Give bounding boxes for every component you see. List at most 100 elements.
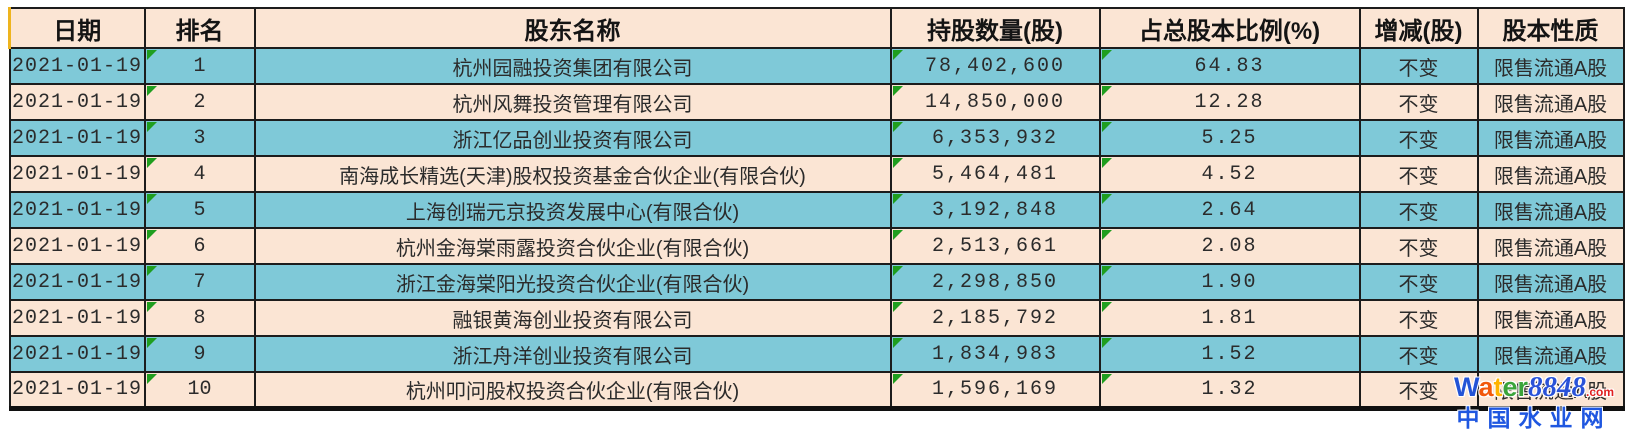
change-cell: 不变 [1358, 371, 1479, 411]
table-row: 2021-01-19 6 杭州金海棠雨露投资合伙企业(有限合伙) 2,513,6… [8, 227, 1625, 265]
date-cell: 2021-01-19 [8, 371, 146, 411]
rank-value: 4 [193, 162, 206, 186]
name-cell: 融银黄海创业投资有限公司 [253, 299, 892, 337]
change-cell: 不变 [1358, 155, 1479, 193]
green-triangle-icon [1101, 86, 1112, 96]
change-cell: 不变 [1358, 299, 1479, 337]
date-cell: 2021-01-19 [8, 191, 146, 229]
rank-cell: 2 [143, 83, 256, 121]
table-row: 2021-01-19 4 南海成长精选(天津)股权投资基金合伙企业(有限合伙) … [8, 155, 1625, 193]
green-triangle-icon [892, 158, 903, 168]
nature-cell: 限售流通A股 [1476, 119, 1625, 157]
percent-value: 2.64 [1201, 198, 1258, 222]
rank-cell: 6 [143, 227, 256, 265]
change-cell: 不变 [1358, 335, 1479, 373]
column-header-rank: 排名 [143, 7, 256, 49]
table-row: 2021-01-19 3 浙江亿品创业投资有限公司 6,353,932 5.25… [8, 119, 1625, 157]
table-row: 2021-01-19 9 浙江舟洋创业投资有限公司 1,834,983 1.52… [8, 335, 1625, 373]
shares-cell: 14,850,000 [889, 83, 1101, 121]
percent-cell: 1.81 [1098, 299, 1361, 337]
shares-value: 5,464,481 [931, 162, 1059, 186]
percent-cell: 2.64 [1098, 191, 1361, 229]
green-triangle-icon [146, 230, 157, 240]
nature-cell: 限售流通A股 [1476, 47, 1625, 85]
date-cell: 2021-01-19 [8, 227, 146, 265]
change-cell: 不变 [1358, 83, 1479, 121]
shares-value: 2,513,661 [931, 234, 1059, 258]
shares-value: 2,185,792 [931, 306, 1059, 330]
shares-cell: 2,298,850 [889, 263, 1101, 301]
green-triangle-icon [1101, 122, 1112, 132]
name-cell: 杭州叩问股权投资合伙企业(有限合伙) [253, 371, 892, 411]
percent-cell: 1.90 [1098, 263, 1361, 301]
rank-cell: 1 [143, 47, 256, 85]
percent-value: 12.28 [1194, 90, 1265, 114]
table-header: 日期 排名 股东名称 持股数量(股) 占总股本比例(%) 增减(股) 股本性质 [8, 7, 1625, 49]
name-cell: 上海创瑞元京投资发展中心(有限合伙) [253, 191, 892, 229]
column-header-nature: 股本性质 [1476, 7, 1625, 49]
green-triangle-icon [1101, 338, 1112, 348]
nature-cell: 限售流通A股 [1476, 371, 1625, 411]
green-triangle-icon [892, 338, 903, 348]
green-triangle-icon [1101, 50, 1112, 60]
column-header-date: 日期 [8, 7, 146, 49]
rank-cell: 8 [143, 299, 256, 337]
shares-cell: 2,185,792 [889, 299, 1101, 337]
rank-value: 1 [193, 54, 206, 78]
green-triangle-icon [1101, 302, 1112, 312]
date-cell: 2021-01-19 [8, 83, 146, 121]
name-cell: 杭州金海棠雨露投资合伙企业(有限合伙) [253, 227, 892, 265]
name-cell: 杭州风舞投资管理有限公司 [253, 83, 892, 121]
green-triangle-icon [146, 158, 157, 168]
shares-cell: 6,353,932 [889, 119, 1101, 157]
nature-cell: 限售流通A股 [1476, 155, 1625, 193]
shares-value: 6,353,932 [931, 126, 1059, 150]
rank-value: 10 [187, 377, 212, 401]
date-cell: 2021-01-19 [8, 263, 146, 301]
table-row: 2021-01-19 8 融银黄海创业投资有限公司 2,185,792 1.81… [8, 299, 1625, 337]
date-cell: 2021-01-19 [8, 335, 146, 373]
column-header-change: 增减(股) [1358, 7, 1479, 49]
date-cell: 2021-01-19 [8, 47, 146, 85]
green-triangle-icon [892, 374, 903, 384]
green-triangle-icon [1101, 194, 1112, 204]
nature-cell: 限售流通A股 [1476, 335, 1625, 373]
nature-cell: 限售流通A股 [1476, 83, 1625, 121]
table-body: 2021-01-19 1 杭州园融投资集团有限公司 78,402,600 6 4.… [8, 47, 1625, 411]
rank-cell: 9 [143, 335, 256, 373]
percent-value: 1.52 [1201, 342, 1258, 366]
green-triangle-icon [146, 374, 157, 384]
shares-cell: 2,513,661 [889, 227, 1101, 265]
percent-cell: 1.32 [1098, 371, 1361, 411]
change-cell: 不变 [1358, 191, 1479, 229]
nature-cell: 限售流通A股 [1476, 191, 1625, 229]
rank-value: 3 [193, 126, 206, 150]
percent-cell: 5.25 [1098, 119, 1361, 157]
green-triangle-icon [146, 122, 157, 132]
shares-cell: 78,402,600 [889, 47, 1101, 85]
shareholder-table-screenshot: 日期 排名 股东名称 持股数量(股) 占总股本比例(%) 增减(股) 股本性质 … [8, 7, 1625, 411]
percent-value: 1.81 [1201, 306, 1258, 330]
rank-cell: 5 [143, 191, 256, 229]
shares-value: 14,850,000 [924, 90, 1066, 114]
green-triangle-icon [892, 50, 903, 60]
rank-value: 6 [193, 234, 206, 258]
green-triangle-icon [1101, 266, 1112, 276]
change-cell: 不变 [1358, 47, 1479, 85]
rank-cell: 4 [143, 155, 256, 193]
percent-value: 5.25 [1201, 126, 1258, 150]
percent-value: 4.52 [1201, 162, 1258, 186]
header-row: 日期 排名 股东名称 持股数量(股) 占总股本比例(%) 增减(股) 股本性质 [8, 7, 1625, 49]
nature-cell: 限售流通A股 [1476, 299, 1625, 337]
shares-cell: 1,596,169 [889, 371, 1101, 411]
shares-value: 78,402,600 [924, 54, 1066, 78]
percent-cell: 1.52 [1098, 335, 1361, 373]
table-row: 2021-01-19 7 浙江金海棠阳光投资合伙企业(有限合伙) 2,298,8… [8, 263, 1625, 301]
green-triangle-icon [1101, 158, 1112, 168]
rank-value: 9 [193, 342, 206, 366]
change-cell: 不变 [1358, 227, 1479, 265]
name-cell: 浙江亿品创业投资有限公司 [253, 119, 892, 157]
name-cell: 杭州园融投资集团有限公司 [253, 47, 892, 85]
table-row: 2021-01-19 1 杭州园融投资集团有限公司 78,402,600 64.… [8, 47, 1625, 85]
rank-cell: 10 [143, 371, 256, 411]
